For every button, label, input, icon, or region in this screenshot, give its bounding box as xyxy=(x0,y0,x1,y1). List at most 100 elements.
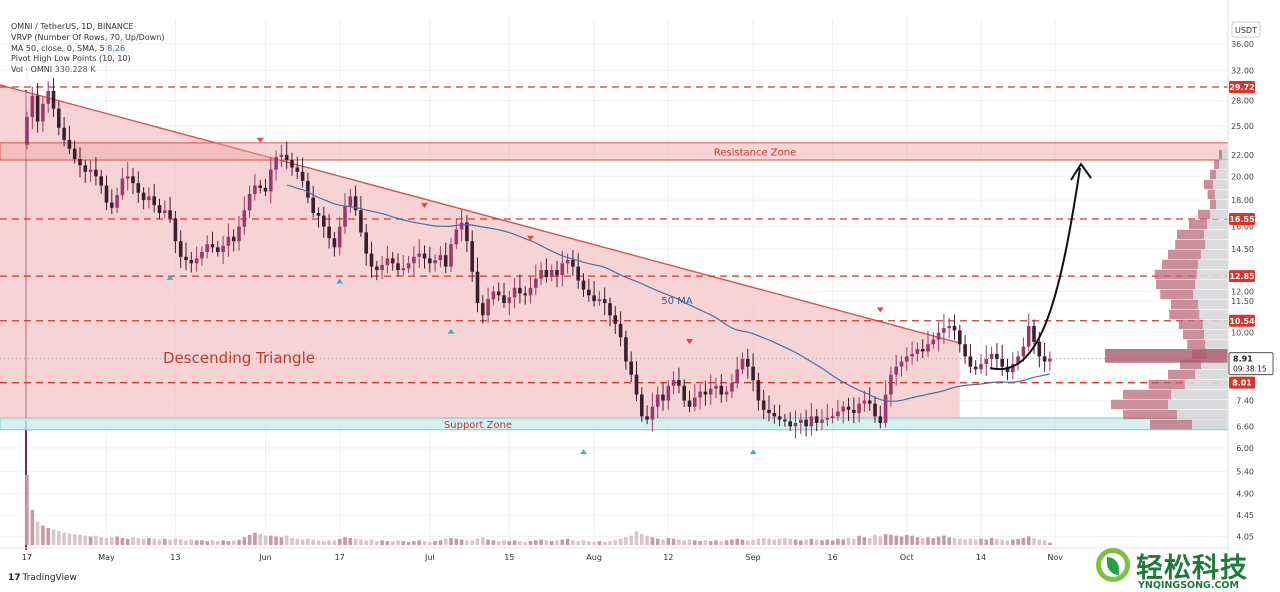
candlesticks xyxy=(25,77,1052,439)
pivot-low-marker xyxy=(749,449,757,455)
volume-bar xyxy=(184,540,188,545)
volume-bar xyxy=(846,538,851,545)
volume-bar xyxy=(565,538,570,545)
volume-bar xyxy=(512,540,517,545)
candle-body xyxy=(258,185,262,188)
candle-body xyxy=(110,202,114,208)
price-axis: USDT 36.00 32.00 28.00 25.00 22.00 20.00 18.00 1… xyxy=(1227,0,1280,560)
volume-bar xyxy=(496,541,501,545)
volume-bar xyxy=(125,538,130,545)
candle-body xyxy=(1011,364,1015,372)
volume-bar xyxy=(465,540,469,545)
candle-body xyxy=(332,238,337,248)
candle-body xyxy=(629,361,633,375)
volume-bar xyxy=(539,539,543,545)
volume-bar xyxy=(592,541,596,545)
leaf-logo-icon xyxy=(1096,548,1130,582)
volume-bar xyxy=(963,539,967,545)
volume-bar xyxy=(1016,538,1020,545)
price-tick-label: 36.00 xyxy=(1231,40,1254,49)
candle-body xyxy=(799,419,803,423)
candle-body xyxy=(947,325,951,329)
volume-bar xyxy=(290,538,294,545)
volume-bar xyxy=(412,541,416,545)
volume-bar xyxy=(799,540,803,545)
volume-bar xyxy=(560,539,565,545)
volume-bar xyxy=(30,510,35,545)
volume-bar xyxy=(836,538,840,545)
candle-body xyxy=(221,245,225,252)
volume-bar xyxy=(1026,536,1031,545)
candle-body xyxy=(279,154,284,157)
candle-body xyxy=(141,192,146,201)
volume-bar xyxy=(390,541,395,545)
volume-bar xyxy=(46,527,50,545)
volume-bar xyxy=(375,541,379,545)
candle-body xyxy=(359,210,363,233)
volume-bar xyxy=(210,540,215,545)
candle-body xyxy=(507,297,512,304)
candle-body xyxy=(443,255,448,267)
vrvp-up-row xyxy=(1195,279,1228,290)
volume-bar xyxy=(788,538,792,545)
candle-body xyxy=(677,380,681,386)
tradingview-logo[interactable]: 𝟭𝟳 TradingView xyxy=(8,573,77,583)
resistance-zone-label: Resistance Zone xyxy=(714,147,797,158)
candle-body xyxy=(989,353,994,359)
vrvp-down-row xyxy=(1198,209,1210,220)
volume-bar xyxy=(587,541,591,545)
volume-bar xyxy=(1042,540,1047,545)
candle-body xyxy=(247,193,252,211)
candle-body xyxy=(216,247,220,252)
volume-bar xyxy=(385,541,390,545)
volume-bar xyxy=(544,540,549,545)
candle-body xyxy=(618,323,623,338)
legend-symbol[interactable]: OMNI / TetherUS, 1D, BINANCE xyxy=(11,22,134,31)
time-tick-label: May xyxy=(98,553,115,562)
volume-bar xyxy=(952,538,957,545)
legend-ma[interactable]: MA 50, close, 0, SMA, 5 8.26 xyxy=(11,44,164,55)
volume-bar xyxy=(910,535,914,545)
volume-bar xyxy=(931,538,936,545)
volume-bar xyxy=(523,541,527,545)
volume-bar xyxy=(348,538,353,545)
volume-bar xyxy=(915,537,920,545)
vrvp-up-row xyxy=(1202,319,1228,330)
legend-vrvp[interactable]: VRVP (Number Of Rows, 70, Up/Down) xyxy=(11,32,165,42)
legend-volume[interactable]: Vol · OMNI 330.228 K xyxy=(11,65,164,76)
volume-bar xyxy=(671,538,676,545)
candle-body xyxy=(200,251,204,259)
volume-bar xyxy=(899,536,904,545)
volume-bar xyxy=(1032,538,1036,545)
candle-body xyxy=(602,299,607,304)
candle-body xyxy=(72,148,77,159)
vrvp-down-row xyxy=(1148,379,1185,390)
legend-vol-value: 330.228 K xyxy=(54,65,96,75)
annotations: Descending Triangle 50 MA xyxy=(163,162,1092,371)
time-tick-label: Aug xyxy=(586,553,602,562)
candle-body xyxy=(587,289,591,296)
legend-pivot[interactable]: Pivot High Low Points (10, 10) xyxy=(11,54,131,64)
volume-bar xyxy=(608,541,612,545)
volume-bar xyxy=(449,538,453,545)
vrvp-up-row xyxy=(1201,249,1228,260)
candle-body xyxy=(242,210,247,227)
vrvp-poc xyxy=(1105,349,1228,363)
candle-body xyxy=(67,139,72,149)
candle-body xyxy=(899,361,904,367)
candle-body xyxy=(396,263,400,271)
volume-bar xyxy=(157,539,162,545)
candle-body xyxy=(178,241,183,257)
candle-body xyxy=(777,416,782,420)
candle-body xyxy=(306,180,310,198)
price-tick-label: 4.05 xyxy=(1236,532,1254,541)
candle-body xyxy=(592,295,596,302)
volume-bar xyxy=(889,534,893,545)
volume-bar xyxy=(178,539,183,545)
candle-body xyxy=(708,388,713,395)
candle-body xyxy=(83,165,88,172)
candle-body xyxy=(576,266,580,281)
candle-body xyxy=(772,413,777,417)
